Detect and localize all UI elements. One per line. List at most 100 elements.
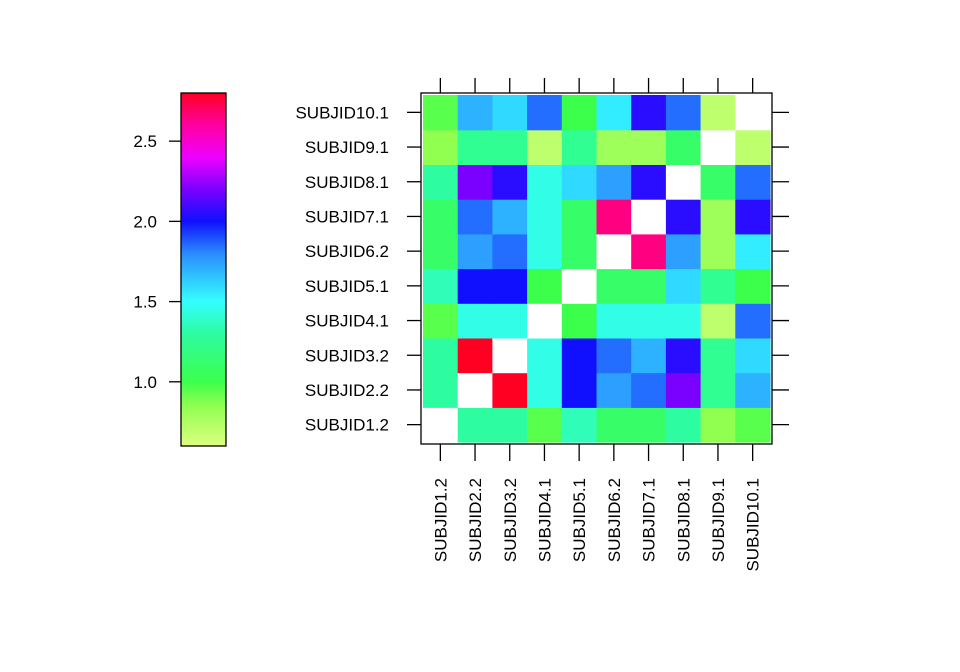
x-tick-label: SUBJID9.1 xyxy=(709,478,728,562)
heatmap-cell xyxy=(631,337,667,374)
heatmap-cell xyxy=(596,303,632,339)
heatmap-cell xyxy=(735,372,771,408)
heatmap-cell xyxy=(492,268,528,304)
heatmap-cell xyxy=(561,129,598,165)
heatmap-cell xyxy=(665,129,702,165)
heatmap-cell xyxy=(457,372,493,408)
heatmap-cell xyxy=(596,129,632,165)
heatmap-cell xyxy=(561,164,598,200)
heatmap-cell xyxy=(527,233,563,270)
heatmap-cell xyxy=(561,303,598,339)
heatmap-cells xyxy=(423,95,771,443)
heatmap-cell xyxy=(492,95,528,131)
colorbar-tick-label: 1.0 xyxy=(133,373,157,392)
heatmap-cell xyxy=(457,268,493,304)
heatmap-cell xyxy=(423,407,459,443)
plot-frame xyxy=(420,92,773,445)
y-tick-label: SUBJID5.1 xyxy=(305,277,389,296)
heatmap-cell xyxy=(665,233,702,270)
x-tick-label: SUBJID5.1 xyxy=(570,478,589,562)
heatmap-cell xyxy=(700,95,736,131)
y-tick-label: SUBJID9.1 xyxy=(305,138,389,157)
colorbar-tick-label: 1.5 xyxy=(133,293,157,312)
y-tick-label: SUBJID4.1 xyxy=(305,312,389,331)
heatmap-cell xyxy=(665,199,702,235)
heatmap-cell xyxy=(631,407,667,443)
y-tick-label: SUBJID2.2 xyxy=(305,381,389,400)
heatmap-cell xyxy=(735,199,771,235)
heatmap-cell xyxy=(700,199,736,235)
heatmap-cell xyxy=(596,233,632,270)
y-tick-label: SUBJID1.2 xyxy=(305,416,389,435)
heatmap-cell xyxy=(492,164,528,200)
x-tick-label: SUBJID3.2 xyxy=(501,478,520,562)
heatmap-cell xyxy=(423,199,459,235)
heatmap-cell xyxy=(700,337,736,374)
heatmap-cell xyxy=(631,268,667,304)
heatmap-cell xyxy=(527,303,563,339)
colorbar-gradient xyxy=(180,92,227,447)
heatmap-cell xyxy=(527,164,563,200)
heatmap-cell xyxy=(457,407,493,443)
heatmap-cell xyxy=(735,268,771,304)
heatmap-cell xyxy=(423,95,459,131)
heatmap-cell xyxy=(423,303,459,339)
heatmap-cell xyxy=(527,337,563,374)
x-tick-label: SUBJID8.1 xyxy=(674,478,693,562)
heatmap-cell xyxy=(492,199,528,235)
heatmap-cell xyxy=(631,372,667,408)
heatmap-cell xyxy=(596,164,632,200)
heatmap-cell xyxy=(423,268,459,304)
heatmap-cell xyxy=(492,407,528,443)
heatmap-cell xyxy=(561,233,598,270)
heatmap-cell xyxy=(561,199,598,235)
heatmap-cell xyxy=(457,233,493,270)
x-axis-ticks: SUBJID1.2 SUBJID2.2 SUBJID3.2 SUBJID4.1 SUBJ… xyxy=(431,78,763,572)
heatmap-cell xyxy=(457,129,493,165)
heatmap-cell xyxy=(700,164,736,200)
heatmap-cell xyxy=(735,129,771,165)
x-tick-label: SUBJID10.1 xyxy=(744,478,763,572)
heatmap-cell xyxy=(631,95,667,131)
heatmap-cell xyxy=(457,303,493,339)
heatmap-cell xyxy=(596,407,632,443)
heatmap-cell xyxy=(665,407,702,443)
colorbar: 1.0 1.5 2.0 2.5 xyxy=(133,92,227,447)
heatmap-cell xyxy=(665,95,702,131)
heatmap-cell xyxy=(735,337,771,374)
heatmap-cell xyxy=(700,129,736,165)
y-tick-label: SUBJID7.1 xyxy=(305,207,389,226)
heatmap-cell xyxy=(561,268,598,304)
heatmap-cell xyxy=(735,303,771,339)
heatmap-cell xyxy=(700,303,736,339)
heatmap-cell xyxy=(735,95,771,131)
heatmap-cell xyxy=(492,337,528,374)
x-tick-label: SUBJID7.1 xyxy=(640,478,659,562)
heatmap-cell xyxy=(631,199,667,235)
heatmap-cell xyxy=(423,129,459,165)
y-tick-label: SUBJID3.2 xyxy=(305,346,389,365)
y-axis-ticks: SUBJID1.2 SUBJID2.2 SUBJID3.2 SUBJID4.1 SUBJ… xyxy=(295,103,789,435)
heatmap-cell xyxy=(665,268,702,304)
heatmap-cell xyxy=(527,407,563,443)
heatmap-cell xyxy=(631,233,667,270)
colorbar-tick-label: 2.0 xyxy=(133,212,157,231)
heatmap-cell xyxy=(423,372,459,408)
heatmap-cell xyxy=(665,372,702,408)
heatmap-cell xyxy=(527,129,563,165)
heatmap-cell xyxy=(423,233,459,270)
heatmap-cell xyxy=(631,303,667,339)
heatmap-cell xyxy=(596,268,632,304)
heatmap-cell xyxy=(492,303,528,339)
heatmap-cell xyxy=(700,407,736,443)
heatmap-cell xyxy=(457,199,493,235)
heatmap-cell xyxy=(527,268,563,304)
heatmap-cell xyxy=(423,337,459,374)
heatmap-cell xyxy=(596,372,632,408)
heatmap-cell xyxy=(735,407,771,443)
heatmap-cell xyxy=(596,199,632,235)
heatmap-cell xyxy=(492,233,528,270)
heatmap-cell xyxy=(561,372,598,408)
